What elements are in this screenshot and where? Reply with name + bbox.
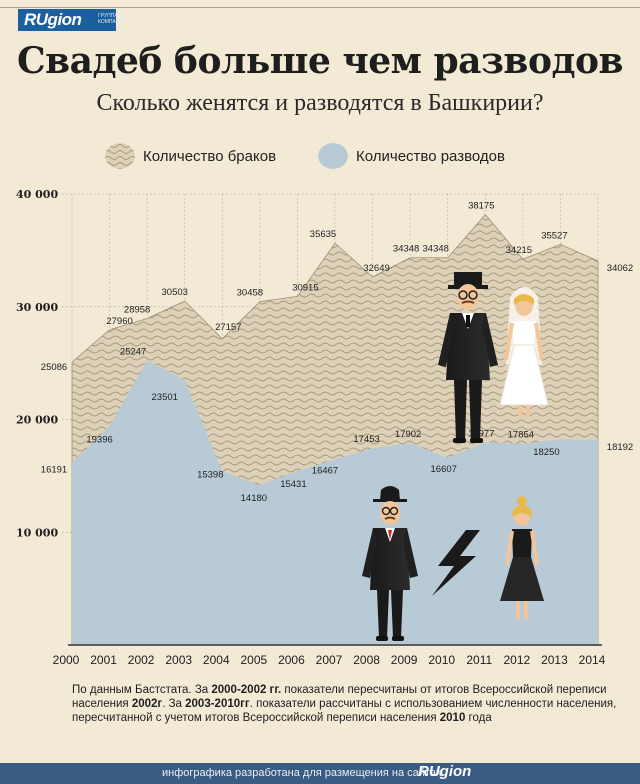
footnote: По данным Баcтстата. За 2000-2002 гг. по… bbox=[72, 683, 632, 725]
legend-divorces-label: Количество разводов bbox=[356, 147, 505, 165]
footnote-text-5: года bbox=[465, 712, 492, 724]
y-tick-label: 40 000 bbox=[16, 188, 58, 201]
groom-icon bbox=[438, 272, 498, 443]
page-subtitle: Сколько женятся и разводятся в Башкирии? bbox=[96, 90, 544, 116]
footnote-text-3: . За bbox=[162, 698, 186, 710]
data-label-marriages: 28958 bbox=[124, 304, 150, 315]
brand-logo-subtitle: ГРУППА КОМПАНИЙ bbox=[98, 13, 127, 25]
legend-marriages-swatch-icon bbox=[105, 143, 135, 169]
brand-logo-name: RUgion bbox=[24, 10, 82, 29]
data-label-divorces: 18250 bbox=[533, 447, 559, 458]
data-label-divorces: 17854 bbox=[508, 430, 534, 441]
x-tick-label: 2014 bbox=[579, 653, 606, 667]
footer-text: инфографика разработана для размещения н… bbox=[162, 767, 442, 779]
top-rule bbox=[0, 7, 640, 8]
x-tick-label: 2006 bbox=[278, 653, 305, 667]
brand-logo[interactable]: RUgion ГРУППА КОМПАНИЙ bbox=[18, 9, 127, 31]
data-label-marriages: 35527 bbox=[541, 230, 567, 241]
data-label-divorces: 25247 bbox=[120, 346, 146, 357]
data-label-divorces: 17902 bbox=[395, 429, 421, 440]
x-tick-label: 2000 bbox=[53, 653, 80, 667]
footnote-text-1: По данным Баcтстата. За bbox=[72, 684, 212, 696]
data-label-divorces: 15398 bbox=[197, 469, 223, 480]
x-tick-label: 2001 bbox=[90, 653, 117, 667]
woman-icon bbox=[500, 496, 544, 619]
y-tick-label: 10 000 bbox=[16, 526, 58, 539]
x-tick-label: 2011 bbox=[466, 653, 492, 667]
footnote-bold-3: 2003-2010гг bbox=[185, 698, 250, 710]
man-icon bbox=[362, 486, 418, 641]
data-label-marriages: 25086 bbox=[41, 362, 67, 373]
data-label-marriages: 38175 bbox=[468, 201, 494, 212]
data-label-divorces: 16607 bbox=[431, 464, 457, 475]
data-label-divorces: 17977 bbox=[468, 428, 494, 439]
footnote-bold-4: 2010 bbox=[439, 712, 466, 724]
footnote-bold-1: 2000-2002 гг. bbox=[211, 684, 282, 696]
footnote-text-2: показатели пересчитаны от итогов Всеросс… bbox=[72, 684, 607, 710]
data-label-divorces: 18192 bbox=[607, 442, 633, 453]
data-label-marriages: 34215 bbox=[506, 245, 532, 256]
data-label-divorces: 16191 bbox=[41, 464, 67, 475]
data-label-marriages: 35635 bbox=[310, 229, 336, 240]
data-label-divorces: 14180 bbox=[241, 493, 267, 504]
data-label-divorces: 23501 bbox=[152, 392, 178, 403]
data-label-marriages: 32649 bbox=[363, 263, 389, 274]
data-label-divorces: 15431 bbox=[280, 479, 306, 490]
footer-logo[interactable]: RUgion bbox=[418, 763, 472, 780]
bride-icon bbox=[499, 287, 549, 417]
legend-marriages-label: Количество браков bbox=[143, 147, 277, 165]
x-tick-label: 2005 bbox=[241, 653, 268, 667]
data-label-marriages: 34348 bbox=[393, 244, 419, 255]
x-tick-label: 2004 bbox=[203, 653, 230, 667]
data-label-marriages: 30458 bbox=[237, 288, 263, 299]
data-label-marriages: 30503 bbox=[162, 287, 188, 298]
legend-divorces: Количество разводов bbox=[318, 142, 505, 170]
lightning-icon bbox=[432, 530, 480, 596]
legend-divorces-swatch-icon bbox=[318, 143, 348, 169]
x-tick-label: 2002 bbox=[128, 653, 155, 667]
legend-marriages: Количество браков bbox=[105, 142, 276, 170]
page-title: Свадеб больше чем разводов bbox=[17, 40, 623, 82]
footnote-bold-2: 2002г bbox=[131, 698, 163, 710]
data-label-marriages: 34348 bbox=[423, 244, 449, 255]
y-tick-label: 30 000 bbox=[16, 301, 58, 314]
x-tick-label: 2012 bbox=[504, 653, 531, 667]
x-tick-label: 2008 bbox=[353, 653, 380, 667]
x-tick-label: 2007 bbox=[316, 653, 343, 667]
x-tick-label: 2010 bbox=[428, 653, 455, 667]
data-label-divorces: 17453 bbox=[353, 434, 379, 445]
x-tick-label: 2003 bbox=[165, 653, 192, 667]
series-divorces-area bbox=[72, 360, 598, 645]
data-label-marriages: 27157 bbox=[215, 322, 241, 333]
data-label-marriages: 27960 bbox=[106, 316, 132, 327]
data-label-divorces: 16467 bbox=[312, 465, 338, 476]
data-label-marriages: 30915 bbox=[292, 282, 318, 293]
x-tick-label: 2009 bbox=[391, 653, 418, 667]
footnote-text-4: . показатели рассчитаны с использованием… bbox=[72, 698, 617, 724]
footer-bar: инфографика разработана для размещения н… bbox=[0, 763, 640, 784]
y-tick-label: 20 000 bbox=[16, 414, 58, 427]
x-tick-label: 2013 bbox=[541, 653, 568, 667]
data-label-divorces: 19396 bbox=[86, 434, 112, 445]
data-label-marriages: 34062 bbox=[607, 263, 633, 274]
